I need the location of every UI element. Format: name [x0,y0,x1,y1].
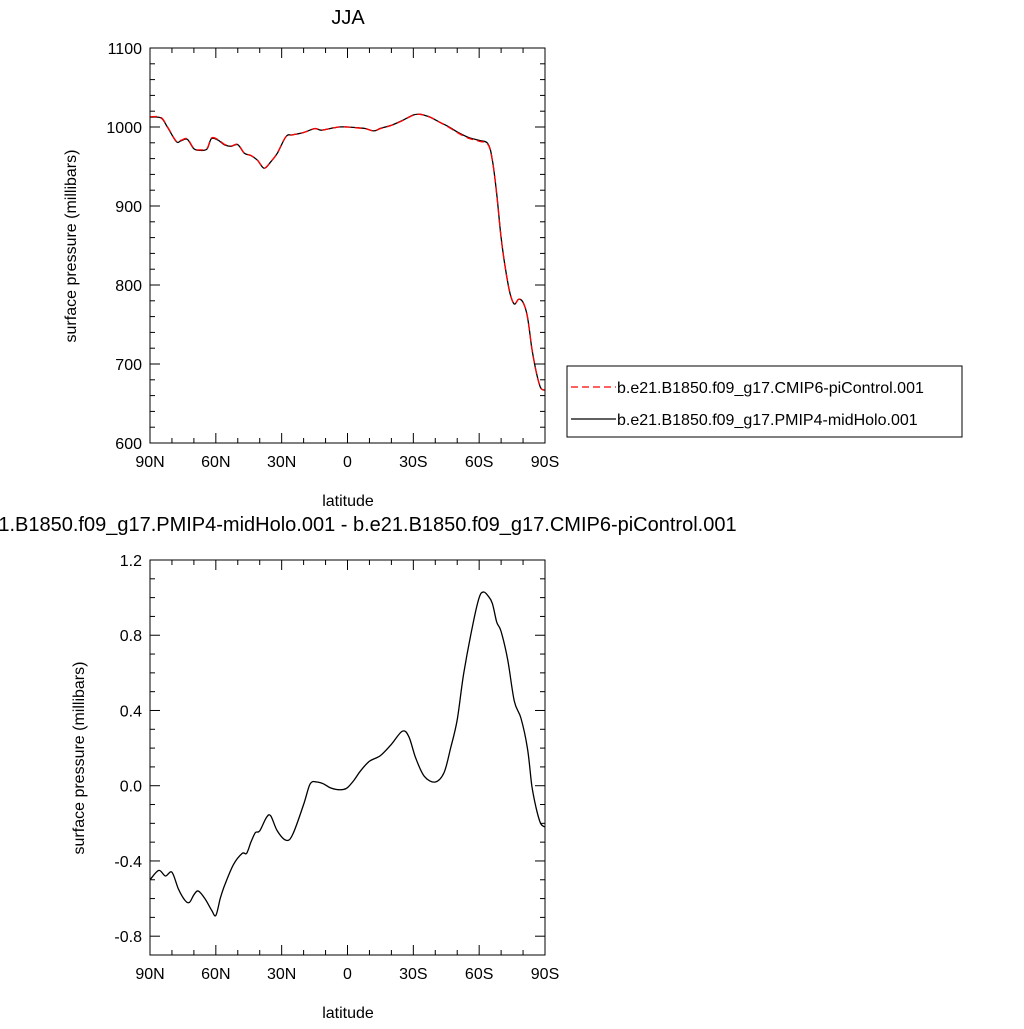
bottom-ytick-label: 1.2 [120,553,142,570]
bottom-xtick-label: 90S [531,966,559,983]
top-chart-title: JJA [331,7,365,29]
bottom-chart-tick-labels: 90N 60N 30N 0 30S 60S 90S -0.8 -0.4 0.0 0.4 0.8 1.2 [114,553,559,983]
top-chart-xlabel: latitude [322,493,374,510]
top-chart-frame [149,47,546,444]
bottom-chart-xlabel: latitude [322,1005,374,1022]
bottom-xtick-label: 0 [343,966,352,983]
top-ytick-label: 800 [115,278,142,295]
top-chart-series [149,113,546,391]
bottom-chart-title: b.e21.B1850.f09_g17.PMIP4-midHolo.001 - … [0,514,737,536]
legend-label-picontrol: b.e21.B1850.f09_g17.CMIP6-piControl.001 [617,380,924,397]
bottom-chart-frame [149,559,546,956]
bottom-xtick-label: 30N [267,966,296,983]
bottom-xtick-label: 60S [465,966,493,983]
top-xtick-label: 60N [201,454,230,471]
top-ytick-label: 900 [115,199,142,216]
top-chart-ticks [149,47,546,444]
bottom-xtick-label: 30S [399,966,427,983]
bottom-chart-ticks [149,559,546,956]
top-xtick-label: 60S [465,454,493,471]
top-series-line-0 [149,113,546,391]
top-xtick-label: 90N [135,454,164,471]
top-xtick-label: 30S [399,454,427,471]
bottom-chart-series [149,591,546,917]
top-chart-tick-labels: 90N 60N 30N 0 30S 60S 90S 600 700 800 900 1000 1100 [106,41,559,471]
top-chart-ylabel: surface pressure (millibars) [63,150,80,343]
top-xtick-label: 30N [267,454,296,471]
bottom-chart-ylabel: surface pressure (millibars) [71,662,88,855]
bottom-xtick-label: 60N [201,966,230,983]
bottom-ytick-label: 0.0 [120,779,142,796]
top-series-line-1 [149,113,546,391]
top-ytick-label: 1000 [106,120,142,137]
legend-label-midholo: b.e21.B1850.f09_g17.PMIP4-midHolo.001 [617,412,918,429]
bottom-ytick-label: -0.8 [114,929,142,946]
top-ytick-label: 600 [115,436,142,453]
bottom-series-line-0 [149,591,546,917]
bottom-ytick-label: 0.4 [120,703,142,720]
bottom-ytick-label: 0.8 [120,628,142,645]
top-ytick-label: 700 [115,357,142,374]
bottom-ytick-label: -0.4 [114,854,142,871]
bottom-chart-panel: b.e21.B1850.f09_g17.PMIP4-midHolo.001 - … [0,514,737,1022]
top-xtick-label: 0 [343,454,352,471]
bottom-xtick-label: 90N [135,966,164,983]
legend-box [566,365,963,438]
top-xtick-label: 90S [531,454,559,471]
top-chart-panel: JJA 90N 60N 30N 0 30S 60S 90S 600 700 800 900 1000 1… [63,7,559,510]
legend: b.e21.B1850.f09_g17.CMIP6-piControl.001 … [566,365,963,438]
top-ytick-label: 1100 [108,41,143,58]
